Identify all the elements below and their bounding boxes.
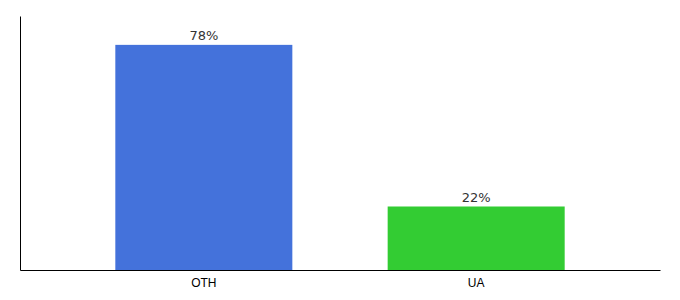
y-axis-line xyxy=(20,17,21,271)
chart: OTH UA 78% 22% xyxy=(0,0,680,300)
x-axis: OTH UA xyxy=(21,271,661,290)
bars xyxy=(115,45,564,270)
bar xyxy=(115,45,292,270)
data-label: 22% xyxy=(462,190,491,205)
data-label: 78% xyxy=(189,28,218,43)
x-tick-label: OTH xyxy=(191,276,216,290)
plot: OTH UA 78% 22% xyxy=(21,17,661,290)
x-tick-label: UA xyxy=(468,276,485,290)
x-axis-line xyxy=(21,270,661,271)
y-axis xyxy=(20,17,21,271)
bar xyxy=(388,207,565,271)
x-tick: UA xyxy=(468,276,485,290)
x-tick: OTH xyxy=(191,276,216,290)
data-labels: 78% 22% xyxy=(189,28,490,205)
